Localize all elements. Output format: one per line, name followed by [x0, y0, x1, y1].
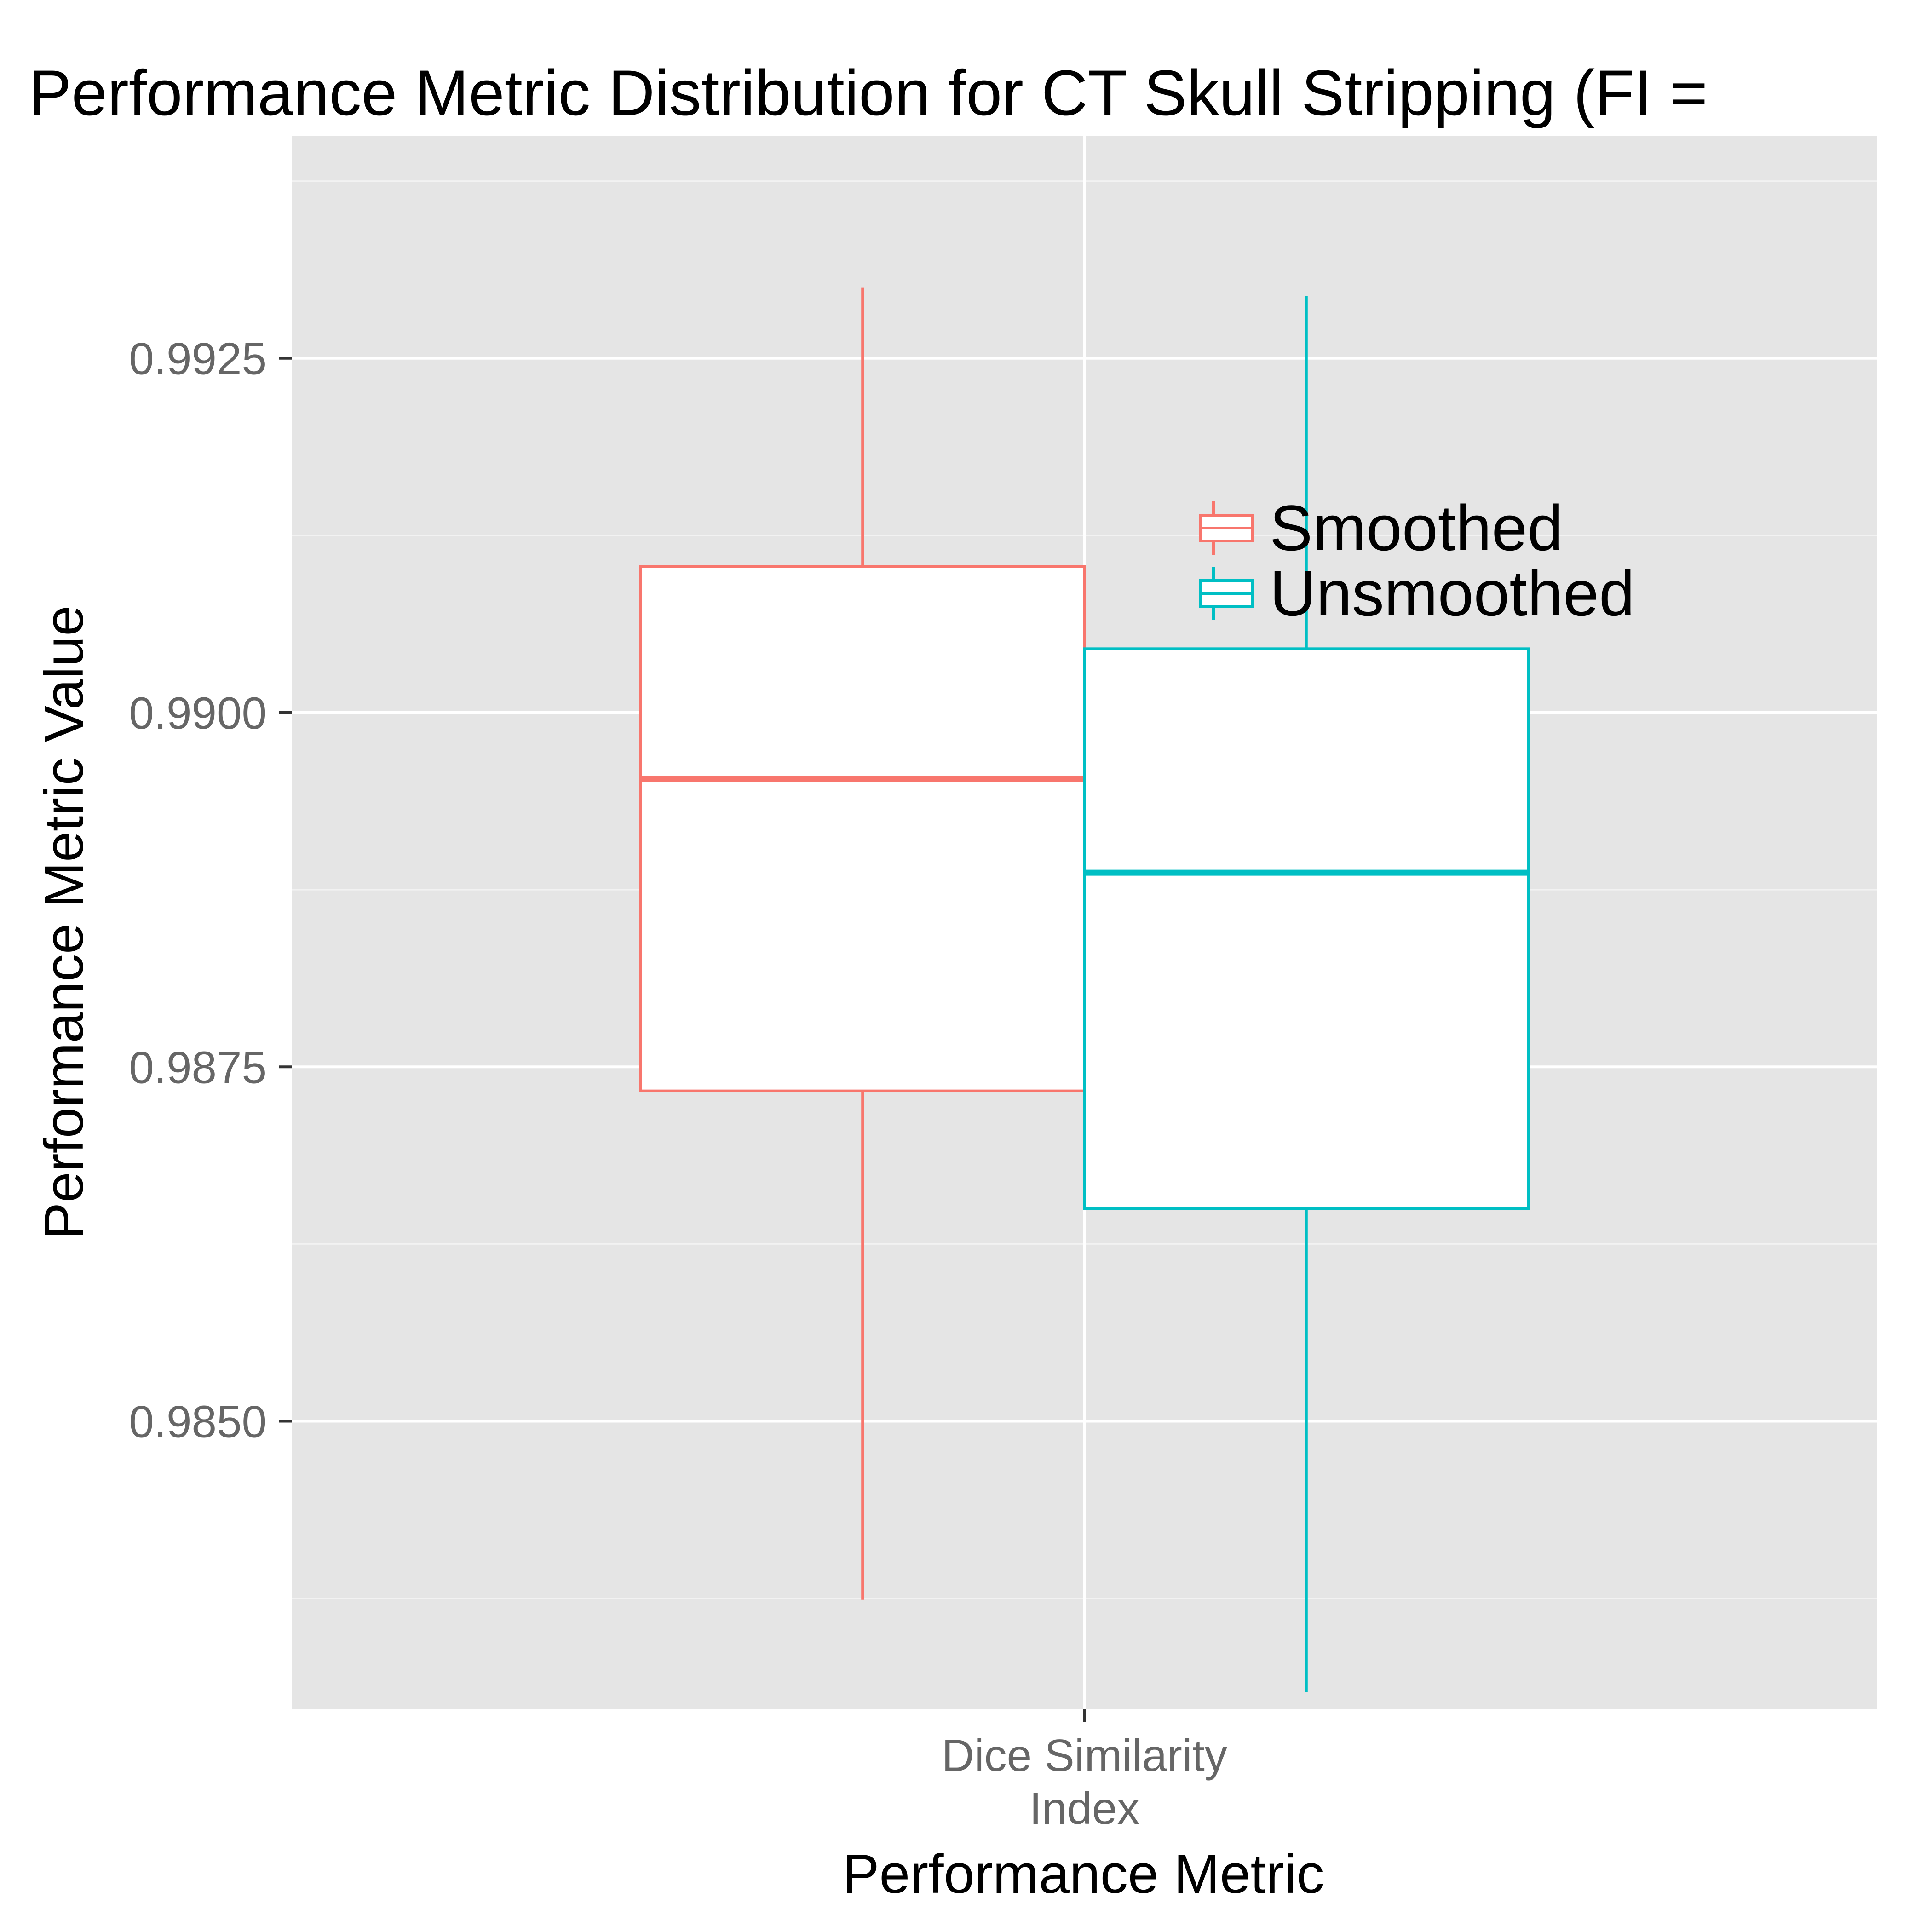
interquartile-box — [1083, 647, 1530, 1210]
x-tick-label: Dice Similarity Index — [942, 1730, 1227, 1834]
axes: 0.9850 0.9875 0.9900 0.9925 Dice Similarity I… — [129, 334, 1227, 1834]
interquartile-box — [639, 565, 1086, 1092]
legend-item-unsmoothed: Unsmoothed — [1199, 557, 1635, 629]
y-tick-label: 0.9900 — [129, 688, 267, 738]
y-axis-label: Performance Metric Value — [33, 605, 95, 1239]
box-unsmoothed — [1083, 296, 1530, 1692]
box-smoothed — [639, 287, 1086, 1600]
legend-item-smoothed: Smoothed — [1199, 492, 1563, 564]
legend-label: Unsmoothed — [1270, 557, 1635, 629]
legend-label: Smoothed — [1270, 492, 1563, 564]
y-tick-label: 0.9925 — [129, 334, 267, 384]
chart-title: Performance Metric Distribution for CT S… — [29, 57, 1708, 129]
box-series — [639, 287, 1530, 1692]
x-axis-label: Performance Metric — [843, 1843, 1324, 1905]
y-tick-label: 0.9875 — [129, 1042, 267, 1092]
y-tick-label: 0.9850 — [129, 1397, 267, 1447]
